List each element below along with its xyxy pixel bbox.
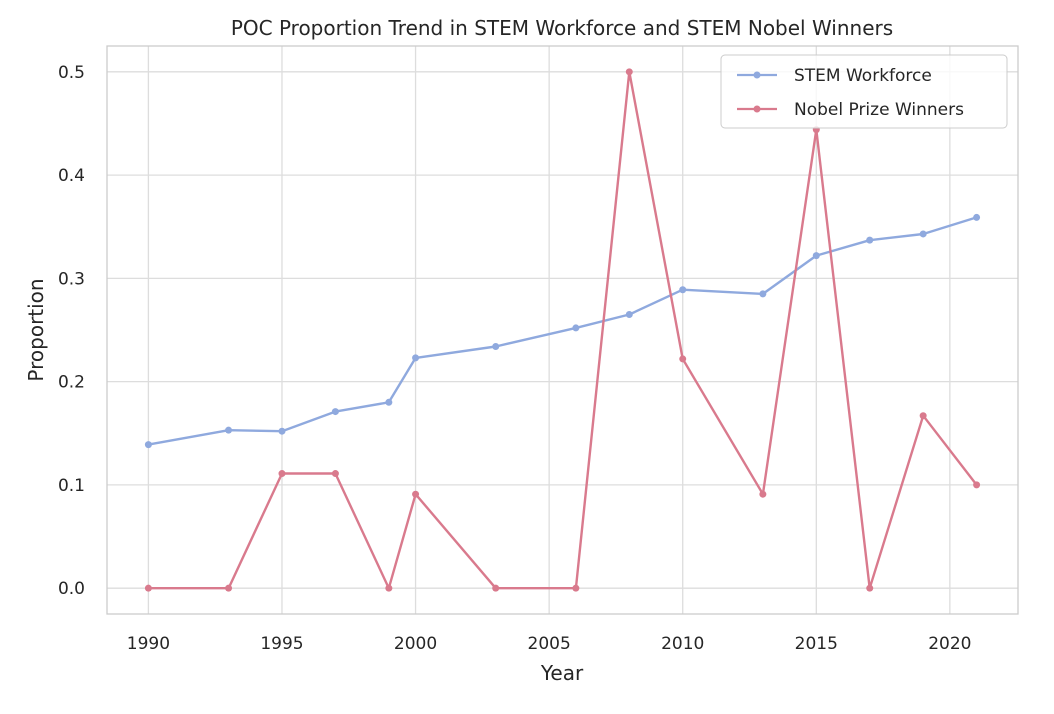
x-tick-label-2005: 2005 xyxy=(528,634,571,654)
data-point-stem-workforce-1993 xyxy=(225,426,233,434)
data-point-nobel-prize-winners-2003 xyxy=(492,584,500,592)
data-point-stem-workforce-2008 xyxy=(625,311,633,319)
data-point-stem-workforce-2015 xyxy=(812,252,820,260)
x-tick-label-2020: 2020 xyxy=(928,634,971,654)
data-point-nobel-prize-winners-2013 xyxy=(759,490,767,498)
data-point-stem-workforce-2006 xyxy=(572,324,580,332)
data-point-stem-workforce-2000 xyxy=(412,354,420,362)
data-point-stem-workforce-2021 xyxy=(973,213,981,221)
y-tick-label-0-3: 0.3 xyxy=(58,269,85,289)
y-tick-label-0-4: 0.4 xyxy=(58,166,85,186)
data-point-nobel-prize-winners-1995 xyxy=(278,470,286,478)
legend: STEM Workforce Nobel Prize Winners xyxy=(720,54,1008,129)
data-point-nobel-prize-winners-2000 xyxy=(412,490,420,498)
data-point-nobel-prize-winners-2019 xyxy=(919,412,927,420)
x-tick-label-1995: 1995 xyxy=(260,634,303,654)
x-tick-label-2000: 2000 xyxy=(394,634,437,654)
chart-title: POC Proportion Trend in STEM Workforce a… xyxy=(231,16,893,40)
plot-frame xyxy=(106,45,1019,615)
data-point-stem-workforce-1995 xyxy=(278,427,286,435)
y-tick-label-0-1: 0.1 xyxy=(58,476,85,496)
x-tick-label-1990: 1990 xyxy=(127,634,170,654)
data-point-nobel-prize-winners-1999 xyxy=(385,584,393,592)
series-stem-workforce xyxy=(144,213,981,449)
data-point-nobel-prize-winners-1997 xyxy=(331,470,339,478)
y-axis-label: Proportion xyxy=(24,278,48,381)
x-tick-label-2010: 2010 xyxy=(661,634,704,654)
x-axis-label: Year xyxy=(540,661,584,685)
data-point-stem-workforce-2019 xyxy=(919,230,927,238)
legend-label-nobel-prize-winners: Nobel Prize Winners xyxy=(794,100,964,120)
data-point-nobel-prize-winners-2017 xyxy=(866,584,874,592)
data-point-nobel-prize-winners-1990 xyxy=(144,584,152,592)
data-point-stem-workforce-2003 xyxy=(492,343,500,351)
data-point-nobel-prize-winners-2010 xyxy=(679,355,687,363)
data-point-stem-workforce-2017 xyxy=(866,236,874,244)
y-tick-label-0-5: 0.5 xyxy=(58,63,85,83)
series-nobel-prize-winners xyxy=(144,68,981,592)
data-point-nobel-prize-winners-2021 xyxy=(973,481,981,489)
y-tick-label-0-0: 0.0 xyxy=(58,579,85,599)
data-point-stem-workforce-1997 xyxy=(331,408,339,416)
data-point-stem-workforce-2010 xyxy=(679,286,687,294)
data-point-nobel-prize-winners-1993 xyxy=(225,584,233,592)
legend-marker-stem-workforce xyxy=(753,71,761,79)
data-point-stem-workforce-1990 xyxy=(144,441,152,449)
x-tick-label-2015: 2015 xyxy=(795,634,838,654)
data-point-nobel-prize-winners-2008 xyxy=(625,68,633,76)
data-point-nobel-prize-winners-2006 xyxy=(572,584,580,592)
legend-box xyxy=(720,54,1008,129)
legend-label-stem-workforce: STEM Workforce xyxy=(794,66,932,86)
y-tick-label-0-2: 0.2 xyxy=(58,373,85,393)
data-point-stem-workforce-2013 xyxy=(759,290,767,298)
legend-marker-nobel-prize-winners xyxy=(753,105,761,113)
data-point-stem-workforce-1999 xyxy=(385,398,393,406)
